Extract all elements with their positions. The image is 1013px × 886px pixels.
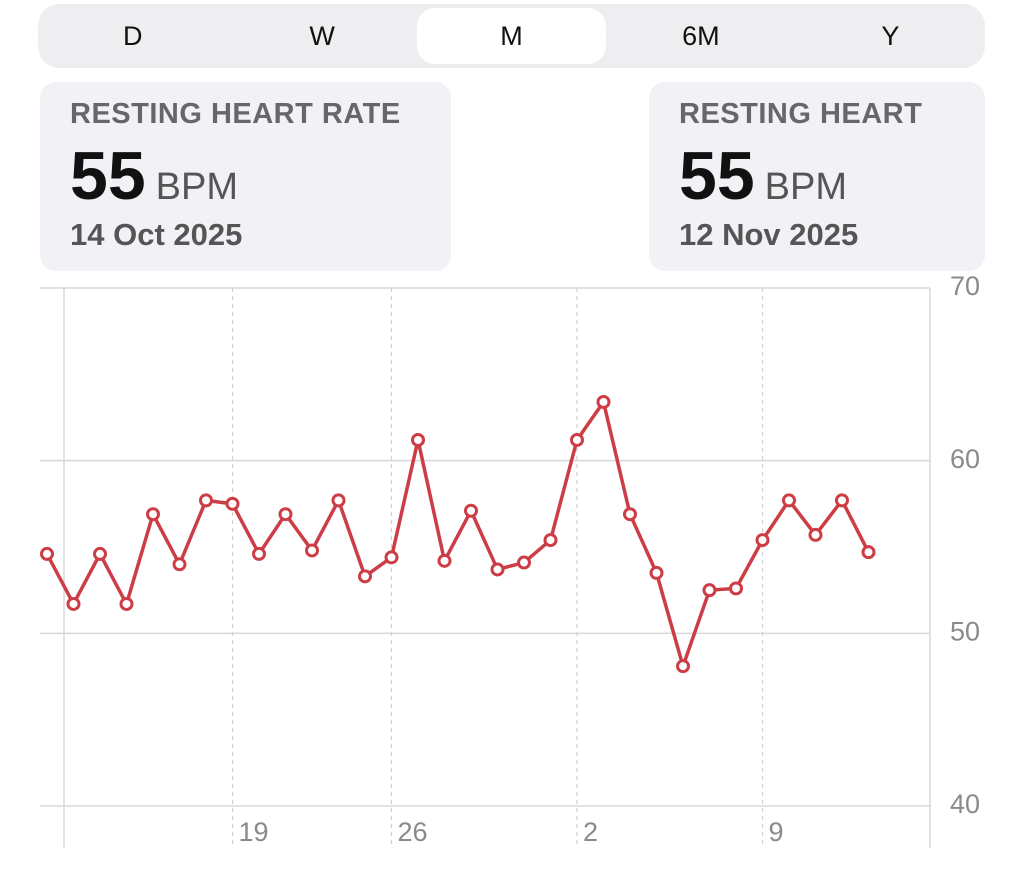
- period-selector: D W M 6M Y: [38, 4, 985, 68]
- point: [649, 565, 664, 580]
- x-tick-label: 26: [398, 817, 428, 847]
- tab[interactable]: 6M: [682, 20, 720, 51]
- point: [331, 493, 346, 508]
- tab[interactable]: W: [309, 20, 335, 51]
- y-tick-label: 40: [950, 789, 980, 819]
- point: [411, 432, 425, 447]
- x-tick-label: 9: [769, 817, 784, 847]
- point: [596, 394, 611, 409]
- point: [517, 555, 531, 570]
- card-value: 55: [679, 138, 755, 214]
- line: [45, 400, 871, 668]
- point: [623, 507, 637, 522]
- y-tick-label: 70: [950, 271, 980, 301]
- card-unit: BPM: [764, 166, 847, 208]
- card-title: RESTING HEART: [679, 98, 923, 130]
- card-date: 14 Oct 2025: [70, 217, 243, 252]
- point: [676, 659, 690, 674]
- point: [543, 533, 558, 548]
- x-tick-label: 2: [583, 817, 598, 847]
- point: [755, 533, 770, 548]
- card-title: RESTING HEART RATE: [70, 98, 401, 130]
- summary-card: RESTING HEART 55 BPM 12 Nov 2025: [649, 82, 985, 271]
- point: [782, 493, 796, 508]
- tab[interactable]: Y: [881, 20, 900, 51]
- point: [702, 583, 717, 598]
- point: [305, 543, 319, 558]
- point: [66, 596, 81, 611]
- point: [199, 493, 213, 508]
- point: [490, 562, 505, 577]
- point: [40, 546, 54, 561]
- summary-card: RESTING HEART RATE 55 BPM 14 Oct 2025: [40, 82, 451, 271]
- tab-selected[interactable]: M: [416, 8, 607, 64]
- y-tick-label: 60: [950, 444, 980, 474]
- point: [119, 596, 134, 611]
- x-tick-label: 19: [239, 817, 269, 847]
- point: [146, 507, 160, 522]
- point: [437, 553, 452, 568]
- card-value: 55: [70, 138, 146, 214]
- point: [729, 581, 743, 596]
- point: [358, 569, 372, 584]
- card-unit: BPM: [155, 166, 238, 208]
- point: [835, 493, 849, 508]
- point: [464, 503, 478, 518]
- point: [861, 545, 876, 560]
- point: [278, 507, 293, 522]
- point: [225, 496, 240, 511]
- point: [570, 432, 584, 447]
- point: [93, 546, 107, 561]
- point: [384, 550, 399, 565]
- card-date: 12 Nov 2025: [679, 217, 859, 252]
- y-tick-label: 50: [950, 616, 980, 646]
- point: [172, 557, 187, 572]
- tab[interactable]: D: [122, 20, 143, 51]
- point: [252, 546, 266, 561]
- point: [808, 527, 823, 542]
